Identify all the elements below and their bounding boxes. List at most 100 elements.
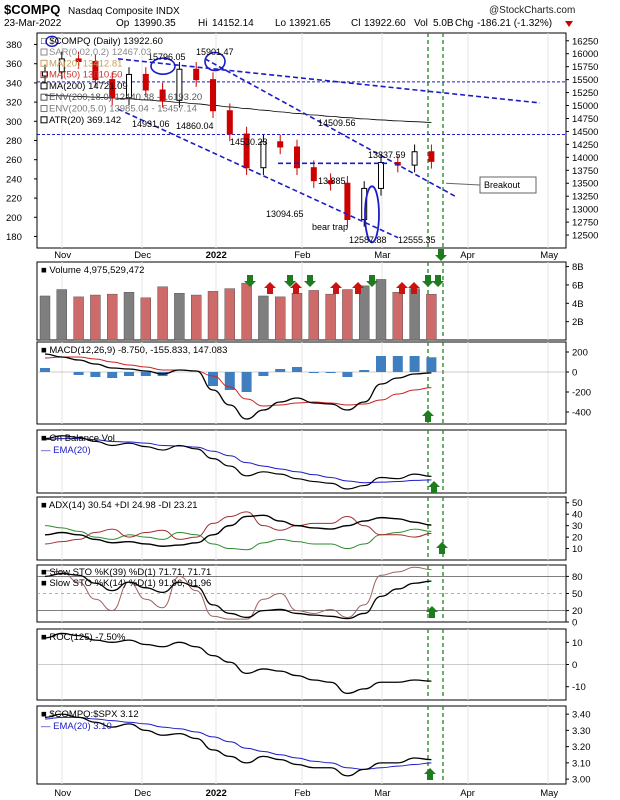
macd-tick-label: 0 bbox=[572, 368, 577, 379]
change-label: Chg bbox=[455, 18, 473, 29]
nov-high-circle bbox=[45, 35, 59, 47]
bear-trap-ellipse bbox=[364, 185, 380, 244]
price-legend-swatch bbox=[40, 82, 48, 90]
price-left-tick-label: 220 bbox=[6, 194, 22, 205]
ratio-ema-label: — EMA(20) 3.10 bbox=[41, 721, 112, 732]
adx-tick-label: 40 bbox=[572, 510, 583, 521]
price-annotation-1383759: 13837.59 bbox=[368, 150, 406, 160]
volume-bar bbox=[308, 290, 319, 341]
price-candle bbox=[193, 68, 200, 81]
volume-signal-arrow-icon bbox=[290, 282, 302, 294]
price-right-tick-label: 15750 bbox=[572, 62, 598, 73]
price-candle bbox=[411, 151, 418, 166]
header-date: 23-Mar-2022 bbox=[4, 18, 62, 29]
volume-tick-label: 4B bbox=[572, 299, 584, 310]
price-left-tick-label: 360 bbox=[6, 59, 22, 70]
price-candle bbox=[176, 68, 183, 101]
sto14-line bbox=[44, 566, 432, 620]
macd-crossover-arrow-icon bbox=[422, 410, 434, 422]
sto14-title: ■ Slow STO %K(14) %D(1) 91.96, 91.96 bbox=[41, 578, 211, 589]
price-right-tick-label: 13250 bbox=[572, 192, 598, 203]
sto-tick-label: 80 bbox=[572, 572, 583, 583]
price-candle bbox=[277, 141, 284, 148]
price-candle bbox=[126, 73, 132, 99]
bottom-xlabel-dec: Dec bbox=[134, 788, 151, 799]
volume-signal-arrow-icon bbox=[330, 282, 342, 294]
price-right-tick-label: 15000 bbox=[572, 101, 598, 112]
volume-bar bbox=[426, 294, 437, 341]
ratio-tick-label: 3.40 bbox=[572, 710, 591, 721]
watermark: @StockCharts.com bbox=[489, 5, 575, 16]
price-right-tick-label: 16250 bbox=[572, 36, 598, 47]
volume-bar bbox=[275, 296, 286, 341]
volume-value: 5.0B bbox=[433, 18, 454, 29]
volume-bar bbox=[90, 294, 101, 341]
price-annotation-1450956: 14509.56 bbox=[318, 118, 356, 128]
volume-bar bbox=[39, 295, 51, 341]
obv-ema-line bbox=[44, 438, 432, 484]
trendline-upper bbox=[117, 58, 541, 104]
price-right-tick-label: 14000 bbox=[572, 153, 598, 164]
macd-tick-label: -400 bbox=[572, 408, 591, 419]
volume-signal-arrow-icon bbox=[396, 282, 408, 294]
macd-histogram-bar bbox=[258, 372, 269, 376]
macd-histogram-bar bbox=[275, 369, 286, 372]
macd-tick-label: 200 bbox=[572, 348, 588, 359]
sto-tick-label: 0 bbox=[572, 618, 577, 629]
macd-histogram-bar bbox=[73, 372, 84, 375]
bottom-xlabel-2022: 2022 bbox=[206, 788, 227, 799]
macd-signal-line bbox=[44, 356, 432, 407]
volume-tick-label: 6B bbox=[572, 280, 584, 291]
price-legend-entry: ENV(200,5.0) 13985.04 - 15457.14 bbox=[49, 104, 197, 115]
adx-title: ■ ADX(14) 30.54 +DI 24.98 -DI 23.21 bbox=[41, 500, 198, 511]
price-candle bbox=[210, 79, 216, 112]
breakout-callout-label: Breakout bbox=[484, 180, 521, 190]
price-candle bbox=[327, 180, 334, 184]
volume-bar bbox=[241, 282, 252, 341]
price-candle bbox=[226, 110, 233, 135]
macd-histogram-bar bbox=[241, 372, 252, 392]
price-right-tick-label: 13750 bbox=[572, 166, 598, 177]
obv-ema-label: — EMA(20) bbox=[41, 445, 91, 456]
volume-bar bbox=[258, 295, 269, 341]
volume-signal-arrow-icon bbox=[304, 275, 316, 287]
ratio-tick-label: 3.10 bbox=[572, 758, 591, 769]
price-right-tick-label: 14500 bbox=[572, 127, 598, 138]
macd-histogram-bar bbox=[208, 372, 218, 386]
volume-bar bbox=[409, 288, 420, 341]
macd-histogram-bar bbox=[224, 372, 235, 390]
volume-bar bbox=[73, 296, 84, 341]
roc-title: ■ ROC(125) -7.50% bbox=[41, 632, 126, 643]
price-annotation-1590147: 15901.47 bbox=[196, 47, 234, 57]
ratio-arrow-icon bbox=[424, 768, 436, 780]
chart-index-name: Nasdaq Composite INDX bbox=[68, 6, 180, 17]
price-annotation-1258788: 12587.88 bbox=[349, 235, 387, 245]
open-value: 13990.35 bbox=[134, 18, 176, 29]
price-left-tick-label: 180 bbox=[6, 232, 22, 243]
adx-minus-di-line bbox=[44, 511, 432, 545]
macd-title: ■ MACD(12,26,9) -8.750, -155.833, 147.08… bbox=[41, 345, 227, 356]
price-left-tick-label: 340 bbox=[6, 78, 22, 89]
adx-line bbox=[44, 514, 432, 547]
price-breakout-arrow-icon bbox=[435, 249, 447, 261]
price-right-tick-label: 15250 bbox=[572, 88, 598, 99]
price-left-tick-label: 240 bbox=[6, 174, 22, 185]
price-candle bbox=[260, 141, 267, 169]
price-annotation-beartrap: bear trap bbox=[312, 222, 348, 232]
adx-plus-di-line bbox=[44, 525, 432, 551]
price-legend-swatch bbox=[40, 59, 48, 67]
adx-tick-label: 30 bbox=[572, 521, 583, 532]
price-left-tick-label: 300 bbox=[6, 117, 22, 128]
volume-bar bbox=[325, 293, 336, 341]
bottom-xlabel-nov: Nov bbox=[54, 788, 71, 799]
volume-bar bbox=[392, 292, 403, 341]
sto39-title: ■ Slow STO %K(39) %D(1) 71.71, 71.71 bbox=[41, 567, 211, 578]
sto-tick-label: 20 bbox=[572, 606, 583, 617]
macd-histogram-bar bbox=[325, 372, 336, 373]
price-legend-entry: ENV(200,18.0) 12440.38 - 16193.20 bbox=[49, 92, 202, 103]
macd-histogram-bar bbox=[376, 356, 386, 372]
macd-histogram-bar bbox=[124, 372, 134, 376]
volume-tick-label: 2B bbox=[572, 317, 584, 328]
price-candle bbox=[294, 146, 300, 169]
